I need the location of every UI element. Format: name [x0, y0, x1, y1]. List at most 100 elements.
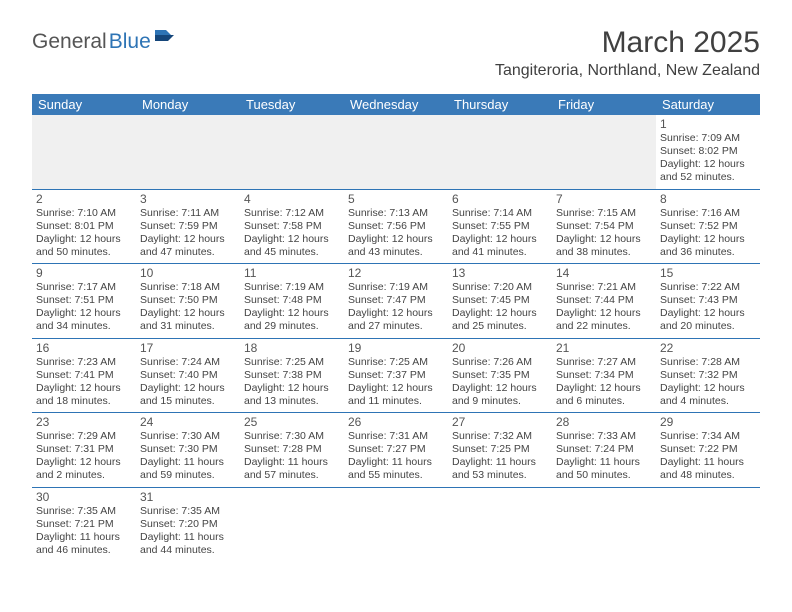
sunrise-text: Sunrise: 7:35 AM: [140, 505, 236, 518]
sunrise-text: Sunrise: 7:14 AM: [452, 207, 548, 220]
calendar-cell: 9Sunrise: 7:17 AMSunset: 7:51 PMDaylight…: [32, 264, 136, 339]
daylight-text: Daylight: 12 hours and 15 minutes.: [140, 382, 236, 408]
daylight-text: Daylight: 11 hours and 59 minutes.: [140, 456, 236, 482]
day-header-fri: Friday: [552, 94, 656, 115]
daylight-text: Daylight: 12 hours and 27 minutes.: [348, 307, 444, 333]
sunrise-text: Sunrise: 7:25 AM: [348, 356, 444, 369]
daylight-text: Daylight: 12 hours and 29 minutes.: [244, 307, 340, 333]
day-info: Sunrise: 7:16 AMSunset: 7:52 PMDaylight:…: [660, 207, 756, 260]
calendar-cell: 6Sunrise: 7:14 AMSunset: 7:55 PMDaylight…: [448, 189, 552, 264]
day-header-sat: Saturday: [656, 94, 760, 115]
sunrise-text: Sunrise: 7:30 AM: [244, 430, 340, 443]
sunset-text: Sunset: 7:35 PM: [452, 369, 548, 382]
sunset-text: Sunset: 7:24 PM: [556, 443, 652, 456]
day-number: 3: [140, 192, 236, 206]
day-number: 29: [660, 415, 756, 429]
sunrise-text: Sunrise: 7:20 AM: [452, 281, 548, 294]
day-number: 25: [244, 415, 340, 429]
sunset-text: Sunset: 7:59 PM: [140, 220, 236, 233]
calendar-cell: 8Sunrise: 7:16 AMSunset: 7:52 PMDaylight…: [656, 189, 760, 264]
sunrise-text: Sunrise: 7:27 AM: [556, 356, 652, 369]
calendar-body: 1Sunrise: 7:09 AMSunset: 8:02 PMDaylight…: [32, 115, 760, 561]
sunrise-text: Sunrise: 7:24 AM: [140, 356, 236, 369]
day-number: 9: [36, 266, 132, 280]
sunset-text: Sunset: 7:56 PM: [348, 220, 444, 233]
day-number: 26: [348, 415, 444, 429]
sunset-text: Sunset: 7:44 PM: [556, 294, 652, 307]
day-info: Sunrise: 7:19 AMSunset: 7:47 PMDaylight:…: [348, 281, 444, 334]
calendar-cell: [552, 487, 656, 561]
table-row: 16Sunrise: 7:23 AMSunset: 7:41 PMDayligh…: [32, 338, 760, 413]
flag-icon: [154, 28, 176, 52]
calendar-cell: 30Sunrise: 7:35 AMSunset: 7:21 PMDayligh…: [32, 487, 136, 561]
day-header-sun: Sunday: [32, 94, 136, 115]
sunrise-text: Sunrise: 7:18 AM: [140, 281, 236, 294]
sunrise-text: Sunrise: 7:32 AM: [452, 430, 548, 443]
calendar-cell: 26Sunrise: 7:31 AMSunset: 7:27 PMDayligh…: [344, 413, 448, 488]
page-title: March 2025: [495, 26, 760, 60]
day-number: 6: [452, 192, 548, 206]
day-info: Sunrise: 7:32 AMSunset: 7:25 PMDaylight:…: [452, 430, 548, 483]
daylight-text: Daylight: 12 hours and 4 minutes.: [660, 382, 756, 408]
day-number: 23: [36, 415, 132, 429]
daylight-text: Daylight: 11 hours and 48 minutes.: [660, 456, 756, 482]
sunset-text: Sunset: 7:48 PM: [244, 294, 340, 307]
day-header-wed: Wednesday: [344, 94, 448, 115]
day-info: Sunrise: 7:20 AMSunset: 7:45 PMDaylight:…: [452, 281, 548, 334]
day-info: Sunrise: 7:13 AMSunset: 7:56 PMDaylight:…: [348, 207, 444, 260]
day-number: 11: [244, 266, 340, 280]
day-info: Sunrise: 7:33 AMSunset: 7:24 PMDaylight:…: [556, 430, 652, 483]
daylight-text: Daylight: 12 hours and 41 minutes.: [452, 233, 548, 259]
calendar-cell: 20Sunrise: 7:26 AMSunset: 7:35 PMDayligh…: [448, 338, 552, 413]
sunrise-text: Sunrise: 7:10 AM: [36, 207, 132, 220]
logo: GeneralBlue: [32, 30, 176, 54]
sunrise-text: Sunrise: 7:25 AM: [244, 356, 340, 369]
day-info: Sunrise: 7:25 AMSunset: 7:38 PMDaylight:…: [244, 356, 340, 409]
day-info: Sunrise: 7:11 AMSunset: 7:59 PMDaylight:…: [140, 207, 236, 260]
sunrise-text: Sunrise: 7:19 AM: [348, 281, 444, 294]
calendar-cell: 11Sunrise: 7:19 AMSunset: 7:48 PMDayligh…: [240, 264, 344, 339]
table-row: 23Sunrise: 7:29 AMSunset: 7:31 PM Dayligh…: [32, 413, 760, 488]
sunrise-text: Sunrise: 7:29 AM: [36, 430, 132, 443]
calendar-cell: 28Sunrise: 7:33 AMSunset: 7:24 PMDayligh…: [552, 413, 656, 488]
day-number: 21: [556, 341, 652, 355]
day-info: Sunrise: 7:30 AMSunset: 7:30 PMDaylight:…: [140, 430, 236, 483]
calendar-cell: 31Sunrise: 7:35 AMSunset: 7:20 PMDayligh…: [136, 487, 240, 561]
sunrise-text: Sunrise: 7:35 AM: [36, 505, 132, 518]
sunset-text: Sunset: 7:20 PM: [140, 518, 236, 531]
daylight-text: Daylight: 12 hours and 34 minutes.: [36, 307, 132, 333]
daylight-text: Daylight: 12 hours and 38 minutes.: [556, 233, 652, 259]
calendar-cell: 10Sunrise: 7:18 AMSunset: 7:50 PMDayligh…: [136, 264, 240, 339]
sunrise-text: Sunrise: 7:12 AM: [244, 207, 340, 220]
calendar-cell: [552, 115, 656, 189]
day-number: 13: [452, 266, 548, 280]
calendar-cell: 25Sunrise: 7:30 AMSunset: 7:28 PMDayligh…: [240, 413, 344, 488]
daylight-text: Daylight: 11 hours and 53 minutes.: [452, 456, 548, 482]
daylight-text: Daylight: 11 hours and 57 minutes.: [244, 456, 340, 482]
sunset-text: Sunset: 7:58 PM: [244, 220, 340, 233]
sunset-text: Sunset: 7:38 PM: [244, 369, 340, 382]
day-header-mon: Monday: [136, 94, 240, 115]
header: GeneralBlue March 2025 Tangiteroria, Nor…: [32, 26, 760, 86]
calendar-cell: 29Sunrise: 7:34 AMSunset: 7:22 PMDayligh…: [656, 413, 760, 488]
day-info: Sunrise: 7:26 AMSunset: 7:35 PMDaylight:…: [452, 356, 548, 409]
sunrise-text: Sunrise: 7:28 AM: [660, 356, 756, 369]
sunrise-text: Sunrise: 7:19 AM: [244, 281, 340, 294]
daylight-text: Daylight: 11 hours and 44 minutes.: [140, 531, 236, 557]
calendar-cell: [32, 115, 136, 189]
sunrise-text: Sunrise: 7:16 AM: [660, 207, 756, 220]
calendar-cell: 12Sunrise: 7:19 AMSunset: 7:47 PMDayligh…: [344, 264, 448, 339]
sunset-text: Sunset: 7:55 PM: [452, 220, 548, 233]
sunset-text: Sunset: 7:25 PM: [452, 443, 548, 456]
daylight-text: Daylight: 12 hours and 52 minutes.: [660, 158, 756, 184]
calendar-table: Sunday Monday Tuesday Wednesday Thursday…: [32, 94, 760, 561]
sunset-text: Sunset: 7:41 PM: [36, 369, 132, 382]
day-info: Sunrise: 7:17 AMSunset: 7:51 PMDaylight:…: [36, 281, 132, 334]
sunset-text: Sunset: 7:30 PM: [140, 443, 236, 456]
daylight-text: Daylight: 12 hours and 18 minutes.: [36, 382, 132, 408]
sunrise-text: Sunrise: 7:13 AM: [348, 207, 444, 220]
daylight-text: Daylight: 12 hours and 13 minutes.: [244, 382, 340, 408]
daylight-text: Daylight: 12 hours and 45 minutes.: [244, 233, 340, 259]
day-info: Sunrise: 7:35 AMSunset: 7:21 PMDaylight:…: [36, 505, 132, 558]
sunset-text: Sunset: 7:31 PM: [36, 443, 132, 456]
